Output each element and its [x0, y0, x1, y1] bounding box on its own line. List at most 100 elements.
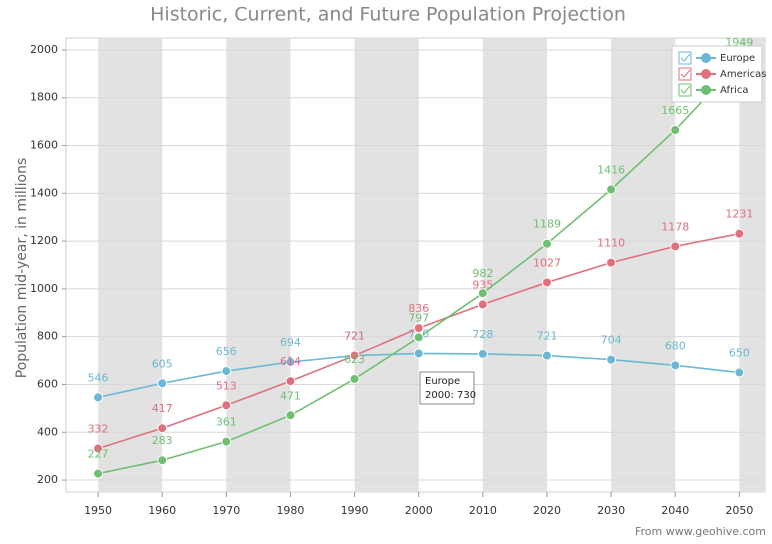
- data-label: 650: [729, 347, 750, 360]
- legend-label: Europe: [720, 53, 755, 64]
- legend-label: Africa: [720, 85, 749, 96]
- data-label: 605: [152, 357, 173, 370]
- legend-marker: [701, 85, 711, 95]
- data-point: [477, 288, 488, 299]
- y-tick-label: 1000: [30, 282, 58, 295]
- y-tick-label: 2000: [30, 43, 58, 56]
- data-point: [413, 348, 424, 359]
- legend-check: [680, 85, 691, 94]
- data-label: 283: [152, 434, 173, 447]
- x-tick-label: 1960: [148, 504, 176, 517]
- source: From www.geohive.com: [635, 525, 766, 538]
- x-tick-label: 1970: [212, 504, 240, 517]
- data-point: [285, 357, 296, 368]
- chart-title: Historic, Current, and Future Population…: [150, 4, 626, 26]
- x-tick-label: 1980: [276, 504, 304, 517]
- data-label: 721: [536, 330, 557, 343]
- data-label: 836: [408, 302, 429, 315]
- tooltip-box: [419, 371, 475, 405]
- data-point: [157, 423, 168, 434]
- strip: [98, 38, 163, 492]
- data-label: 1189: [533, 218, 561, 231]
- data-point: [157, 378, 168, 389]
- strip: [482, 38, 547, 492]
- data-point: [221, 400, 232, 411]
- strip: [354, 38, 419, 492]
- data-label: 721: [344, 330, 365, 343]
- data-point: [413, 323, 424, 334]
- legend-checkbox[interactable]: [678, 51, 692, 65]
- strip: [739, 38, 765, 492]
- data-point: [477, 348, 488, 359]
- data-point: [541, 238, 552, 249]
- x-tick-label: 2050: [725, 504, 753, 517]
- data-point: [606, 184, 617, 195]
- x-tick-label: 1950: [84, 504, 112, 517]
- data-point: [606, 354, 617, 365]
- data-label: 471: [280, 389, 301, 402]
- data-point: [157, 455, 168, 466]
- data-point: [670, 241, 681, 252]
- data-label: 417: [152, 402, 173, 415]
- data-point: [606, 257, 617, 268]
- y-tick-label: 400: [37, 425, 58, 438]
- data-point: [93, 443, 104, 454]
- data-label: 227: [88, 448, 109, 461]
- data-label: 332: [88, 423, 109, 436]
- tooltip-title: Europe: [425, 376, 460, 387]
- legend-checkbox[interactable]: [678, 67, 692, 81]
- data-label: 680: [665, 339, 686, 352]
- y-tick-label: 200: [37, 473, 58, 486]
- data-label: 797: [408, 311, 429, 324]
- data-point: [285, 376, 296, 387]
- y-tick-label: 1200: [30, 234, 58, 247]
- data-point: [541, 350, 552, 361]
- x-tick-label: 2030: [597, 504, 625, 517]
- data-label: 728: [472, 328, 493, 341]
- data-point: [541, 277, 552, 288]
- x-tick-label: 1990: [341, 504, 369, 517]
- data-point: [349, 373, 360, 384]
- y-tick-label: 1800: [30, 91, 58, 104]
- data-label: 623: [344, 353, 365, 366]
- data-point: [221, 436, 232, 447]
- strip: [226, 38, 291, 492]
- legend: Europe Americas Africa: [671, 45, 766, 103]
- x-tick-label: 2010: [469, 504, 497, 517]
- data-label: 704: [601, 334, 622, 347]
- legend-label: Americas: [720, 69, 766, 80]
- data-label: 694: [280, 336, 301, 349]
- data-point: [670, 124, 681, 135]
- data-point: [413, 332, 424, 343]
- data-label: 1665: [661, 104, 689, 117]
- data-label: 614: [280, 355, 301, 368]
- legend-marker: [701, 53, 711, 63]
- data-label: 513: [216, 379, 237, 392]
- legend-checkbox[interactable]: [678, 83, 692, 97]
- data-point: [670, 360, 681, 371]
- y-axis-label: Population mid-year, in millions: [14, 158, 30, 379]
- data-label: 1416: [597, 163, 625, 176]
- data-label: 656: [216, 345, 237, 358]
- y-tick-label: 600: [37, 377, 58, 390]
- data-point: [734, 367, 745, 378]
- data-label: 546: [88, 371, 109, 384]
- x-tick-label: 2040: [661, 504, 689, 517]
- data-label: 721: [344, 330, 365, 343]
- data-point: [93, 392, 104, 403]
- data-point: [349, 350, 360, 361]
- x-tick-label: 2020: [533, 504, 561, 517]
- data-point: [734, 228, 745, 239]
- legend-check: [680, 53, 691, 62]
- strip: [611, 38, 676, 492]
- y-tick-label: 800: [37, 330, 58, 343]
- legend-marker: [701, 69, 711, 79]
- data-point: [477, 299, 488, 310]
- data-label: 1178: [661, 220, 689, 233]
- data-label: 1027: [533, 256, 561, 269]
- data-label: 361: [216, 416, 237, 429]
- data-point: [285, 410, 296, 421]
- data-point: [221, 366, 232, 377]
- data-label: 1231: [725, 208, 753, 221]
